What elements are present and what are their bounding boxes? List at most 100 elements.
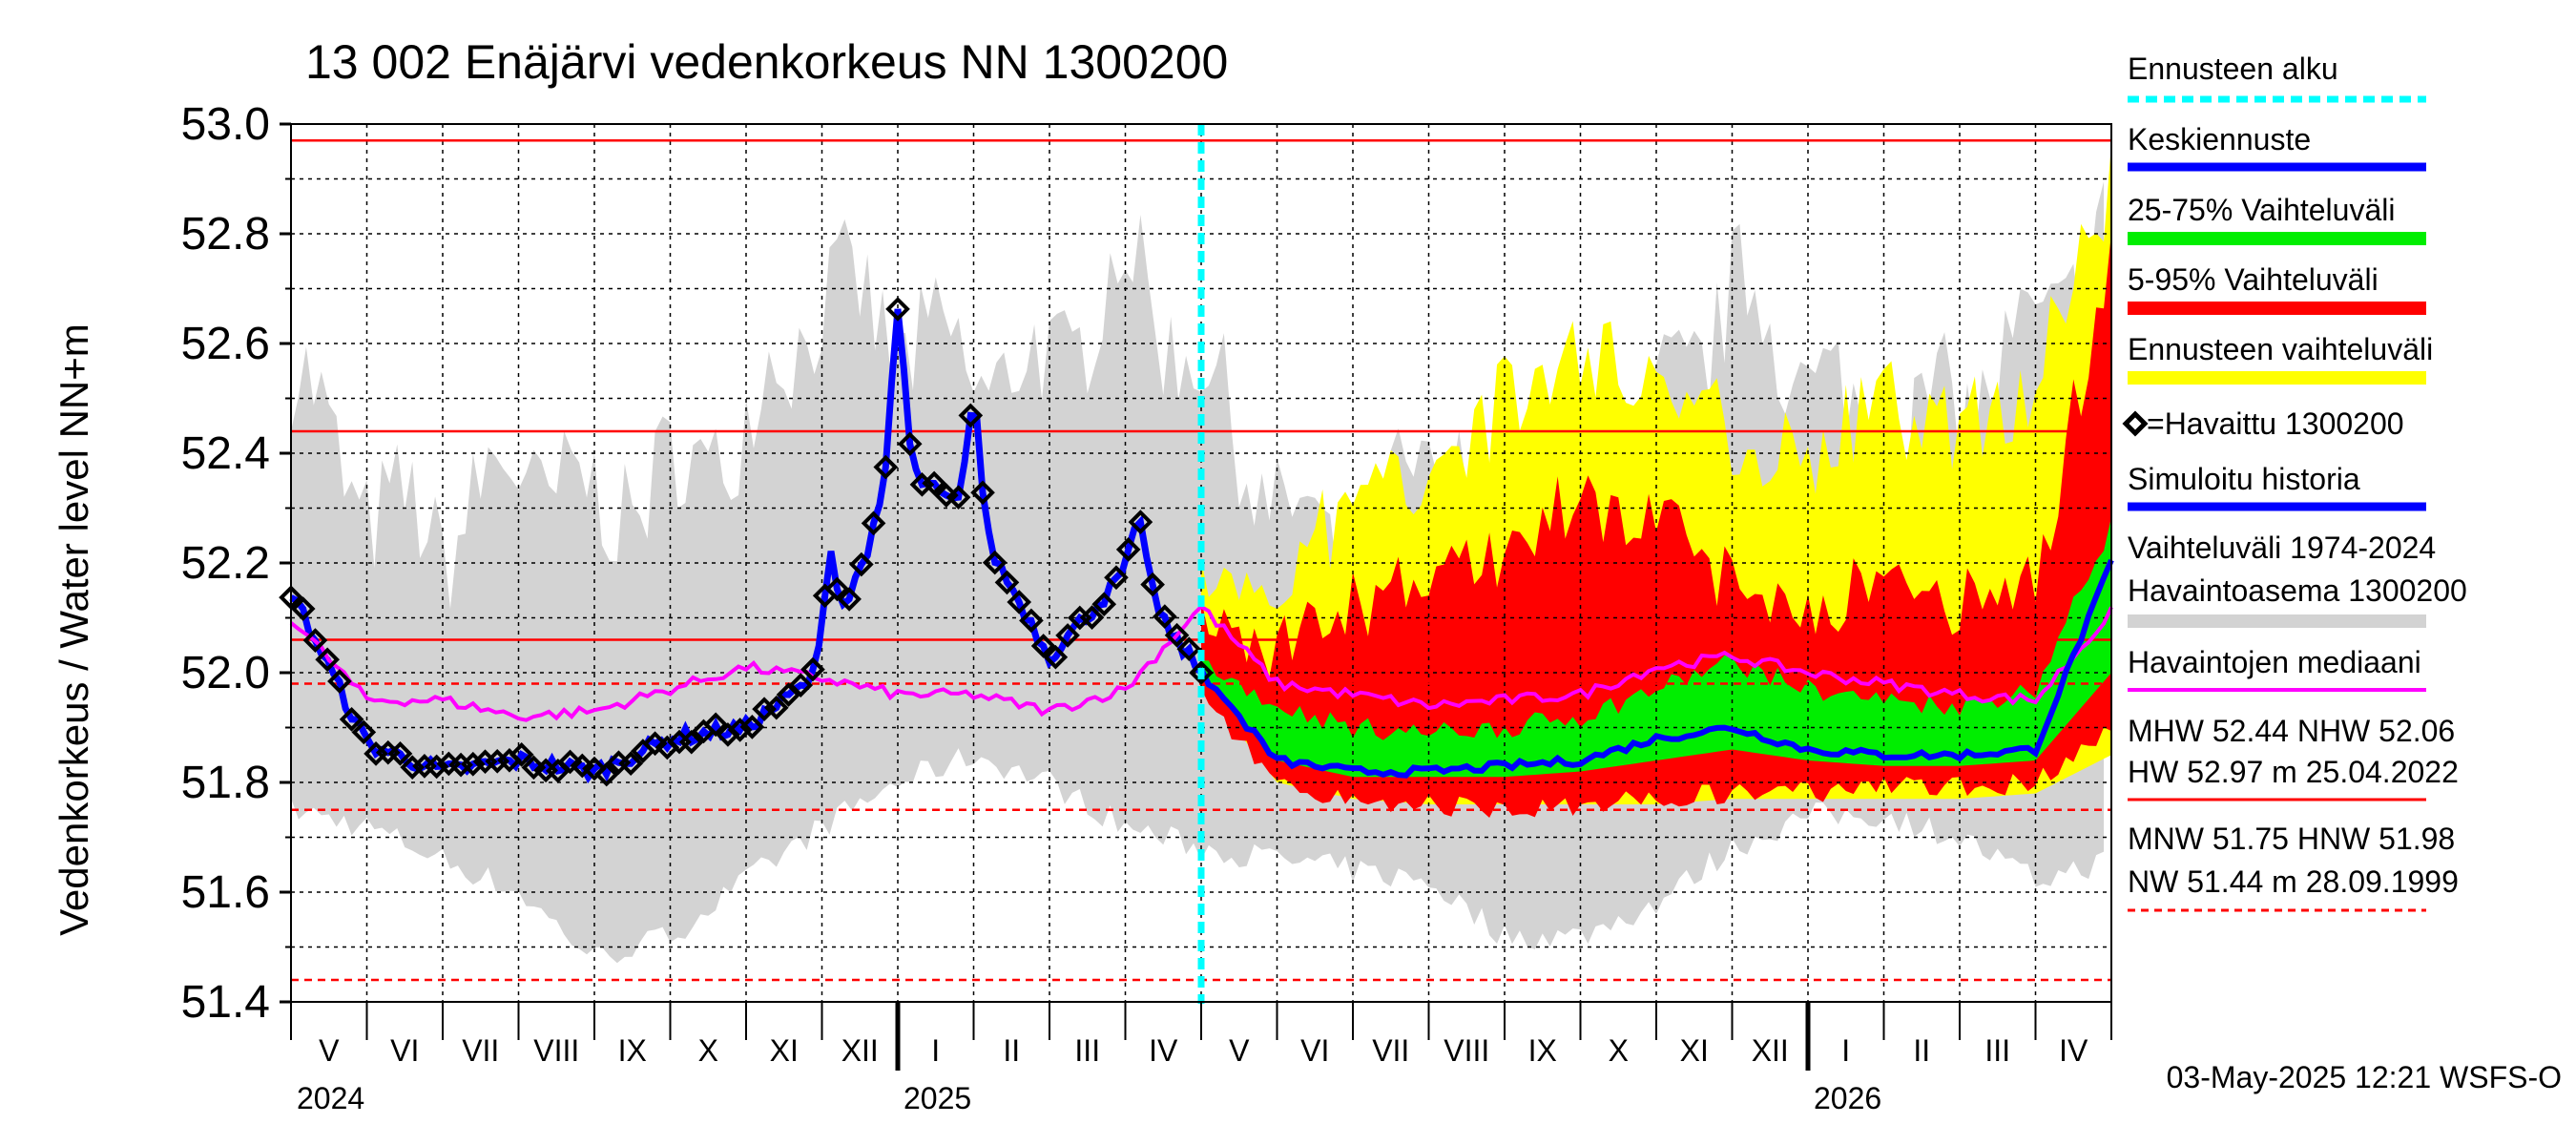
observed-point — [327, 669, 352, 694]
x-month-label: X — [1609, 1033, 1629, 1068]
legend-forecast-range-label: Ennusteen vaihteluväli — [2128, 332, 2433, 366]
y-tick-label: 52.4 — [181, 428, 270, 479]
observed-point — [302, 628, 328, 653]
observed-point — [1079, 605, 1105, 630]
observed-point — [593, 761, 619, 787]
observed-point — [472, 749, 498, 774]
x-month-label: XII — [841, 1033, 879, 1068]
x-month-label: V — [319, 1033, 340, 1068]
observed-point — [412, 754, 437, 779]
observed-point — [290, 596, 316, 621]
x-year-label: 2025 — [904, 1081, 971, 1115]
x-month-label: VIII — [1444, 1033, 1489, 1068]
observed-point — [800, 656, 825, 682]
legend-5-95-label: 5-95% Vaihteluväli — [2128, 262, 2379, 297]
observed-point — [485, 748, 510, 774]
x-month-label: I — [931, 1033, 940, 1068]
chart-title: 13 002 Enäjärvi vedenkorkeus NN 1300200 — [305, 35, 1228, 89]
legend-median-label: Havaintojen mediaani — [2128, 645, 2421, 679]
x-month-label: IV — [2059, 1033, 2088, 1068]
observed-point — [994, 570, 1020, 595]
observed-point — [606, 750, 632, 775]
observed-point — [934, 483, 959, 508]
legend-hist-range-label-1: Vaihteluväli 1974-2024 — [2128, 531, 2436, 565]
observed-point — [1164, 622, 1190, 648]
mean-forecast-line — [1198, 558, 2114, 779]
observed-point — [678, 729, 704, 755]
observed-point — [849, 552, 874, 577]
observed-point — [400, 755, 426, 780]
y-tick-label: 51.6 — [181, 867, 270, 918]
legend-observed-marker — [2122, 410, 2149, 437]
observed-point — [339, 707, 364, 732]
observed-point — [1128, 510, 1153, 534]
x-month-label: VI — [1300, 1033, 1329, 1068]
timestamp: 03-May-2025 12:21 WSFS-O — [2167, 1060, 2562, 1094]
x-month-label: V — [1229, 1033, 1250, 1068]
x-month-label: VII — [1372, 1033, 1409, 1068]
x-month-label: VII — [462, 1033, 499, 1068]
x-year-label: 2024 — [297, 1081, 364, 1115]
observed-point — [861, 510, 886, 536]
legend-simulated-label: Simuloitu historia — [2128, 462, 2360, 496]
y-tick-label: 53.0 — [181, 99, 270, 150]
observed-point — [1091, 592, 1117, 617]
x-month-label: II — [1913, 1033, 1930, 1068]
legend-stat-3: MNW 51.75 HNW 51.98 — [2128, 822, 2455, 856]
observed-point — [521, 755, 547, 781]
range-25-75-band — [1201, 517, 2111, 778]
observed-point — [909, 472, 935, 497]
x-month-label: IX — [1528, 1033, 1557, 1068]
observed-point — [739, 715, 765, 739]
observed-point — [1055, 623, 1080, 648]
observed-point — [557, 749, 583, 775]
x-month-label: XI — [1680, 1033, 1709, 1068]
x-month-label: IV — [1149, 1033, 1178, 1068]
x-month-label: VIII — [533, 1033, 579, 1068]
legend-stat-1: MHW 52.44 NHW 52.06 — [2128, 714, 2455, 748]
y-tick-label: 51.8 — [181, 758, 270, 808]
observed-point — [315, 647, 340, 673]
y-axis: 51.4 51.6 51.8 52.0 52.2 52.4 52.6 52.8 53.0 — [181, 99, 291, 1028]
x-month-label: III — [1074, 1033, 1100, 1068]
observed-point — [509, 742, 534, 767]
y-tick-label: 52.2 — [181, 538, 270, 589]
observed-point — [1067, 605, 1092, 631]
observed-point — [448, 752, 473, 778]
observed-point — [752, 697, 777, 722]
observed-point — [703, 712, 729, 738]
legend-mean-label: Keskiennuste — [2128, 122, 2311, 156]
observed-point — [1153, 604, 1177, 629]
x-month-label: I — [1841, 1033, 1850, 1068]
observed-point — [1104, 565, 1129, 591]
x-axis: V VI VII VIII IX X XI XII I II III IV V VI VII VIII IX X X… — [290, 1002, 2112, 1115]
x-month-label: XII — [1752, 1033, 1789, 1068]
observed-point — [763, 695, 789, 720]
legend-stat-4: NW 51.44 m 28.09.1999 — [2128, 864, 2459, 899]
y-tick-label: 52.8 — [181, 209, 270, 260]
legend-25-75-label: 25-75% Vaihteluväli — [2128, 193, 2395, 227]
legend-observed-label: =Havaittu 1300200 — [2147, 406, 2404, 441]
observed-point — [1176, 636, 1202, 662]
observed-point — [1115, 537, 1141, 562]
observed-point — [642, 731, 668, 757]
observed-point — [375, 739, 401, 765]
observed-point — [387, 741, 413, 766]
observed-point — [958, 403, 984, 428]
observed-point — [824, 576, 850, 602]
y-tick-label: 51.4 — [181, 977, 270, 1028]
legend-hist-range-label-2: Havaintoasema 1300200 — [2128, 573, 2467, 608]
observed-point — [788, 673, 814, 697]
observed-point — [727, 718, 753, 742]
observed-point — [618, 751, 643, 777]
observed-point — [436, 751, 462, 777]
observed-point — [885, 297, 910, 322]
observed-point — [1043, 644, 1069, 670]
y-axis-label: Vedenkorkeus / Water level NN+m — [52, 323, 96, 936]
observed-point — [424, 754, 449, 780]
x-month-label: XI — [770, 1033, 799, 1068]
x-month-label: III — [1984, 1033, 2010, 1068]
observed-point — [922, 470, 946, 496]
x-month-label: II — [1003, 1033, 1020, 1068]
